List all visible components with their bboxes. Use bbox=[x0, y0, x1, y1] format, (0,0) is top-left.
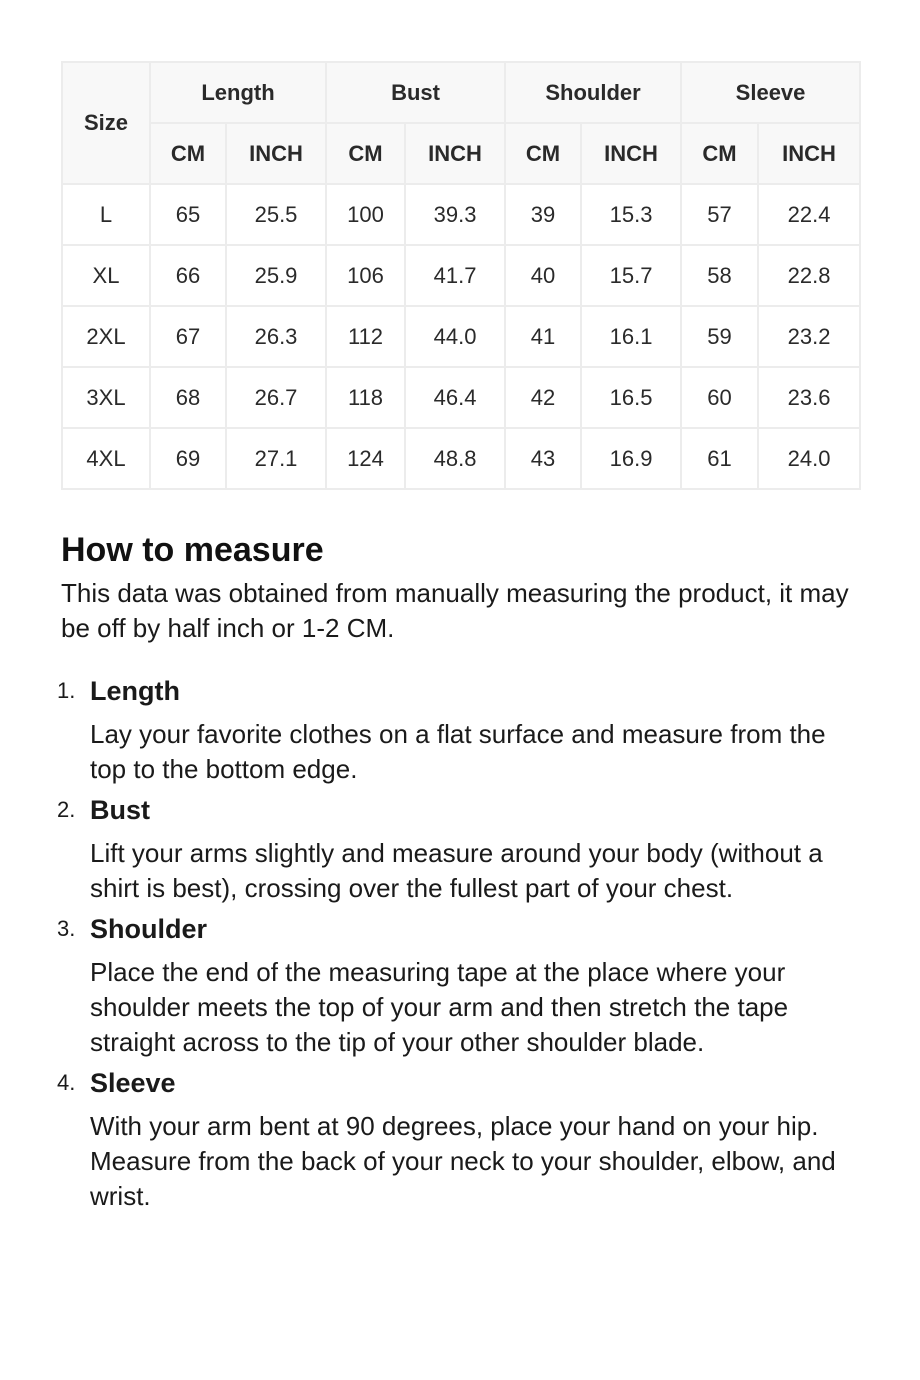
value-cell: 41.7 bbox=[404, 244, 507, 307]
unit-header: INCH bbox=[580, 122, 683, 185]
list-item: 1. Length Lay your favorite clothes on a f… bbox=[57, 672, 859, 787]
step-description: Lift your arms slightly and measure arou… bbox=[90, 838, 823, 903]
value-cell: 124 bbox=[325, 427, 407, 490]
unit-header: CM bbox=[149, 122, 227, 185]
value-cell: 65 bbox=[149, 183, 227, 246]
step-title: Length bbox=[90, 676, 180, 706]
group-header: Sleeve bbox=[680, 61, 862, 124]
value-cell: 42 bbox=[504, 366, 583, 429]
size-guide: Size Length Bust Shoulder Sleeve CM INCH CM INCH… bbox=[57, 61, 862, 1218]
value-cell: 44.0 bbox=[404, 305, 507, 368]
header-row-units: CM INCH CM INCH CM INCH CM INCH bbox=[62, 122, 862, 185]
unit-header: CM bbox=[504, 122, 583, 185]
value-cell: 68 bbox=[149, 366, 227, 429]
list-item: 4. Sleeve With your arm bent at 90 degrees… bbox=[57, 1064, 859, 1214]
value-cell: 118 bbox=[325, 366, 407, 429]
step-title: Shoulder bbox=[90, 914, 208, 944]
value-cell: 26.3 bbox=[224, 305, 328, 368]
size-cell: 3XL bbox=[61, 366, 151, 429]
value-cell: 27.1 bbox=[224, 427, 328, 490]
value-cell: 46.4 bbox=[404, 366, 507, 429]
value-cell: 69 bbox=[149, 427, 227, 490]
step-title: Bust bbox=[90, 795, 150, 825]
step-description: With your arm bent at 90 degrees, place … bbox=[90, 1111, 836, 1211]
value-cell: 59 bbox=[680, 305, 760, 368]
value-cell: 112 bbox=[325, 305, 407, 368]
step-title: Sleeve bbox=[90, 1068, 176, 1098]
value-cell: 66 bbox=[149, 244, 227, 307]
value-cell: 67 bbox=[149, 305, 227, 368]
size-chart-table: Size Length Bust Shoulder Sleeve CM INCH CM INCH… bbox=[61, 61, 862, 490]
value-cell: 48.8 bbox=[404, 427, 507, 490]
header-row-groups: Size Length Bust Shoulder Sleeve bbox=[61, 61, 862, 185]
value-cell: 24.0 bbox=[757, 427, 862, 490]
table-row: L 65 25.5 100 39.3 39 15.3 57 22.4 bbox=[61, 183, 862, 246]
group-header: Length bbox=[148, 61, 328, 124]
measure-steps-list: 1. Length Lay your favorite clothes on a f… bbox=[57, 672, 859, 1214]
value-cell: 15.7 bbox=[580, 244, 683, 307]
size-cell: XL bbox=[61, 244, 151, 307]
value-cell: 16.1 bbox=[580, 305, 683, 368]
value-cell: 58 bbox=[680, 244, 760, 307]
group-header: Shoulder bbox=[504, 61, 683, 124]
table-row: 2XL 67 26.3 112 44.0 41 16.1 59 23.2 bbox=[61, 305, 862, 368]
unit-header: INCH bbox=[224, 122, 328, 185]
table-row: 4XL 69 27.1 124 48.8 43 16.9 61 24.0 bbox=[61, 427, 862, 490]
value-cell: 15.3 bbox=[580, 183, 683, 246]
step-number: 3. bbox=[57, 916, 76, 941]
table-row: 3XL 68 26.7 118 46.4 42 16.5 60 23.6 bbox=[61, 366, 862, 429]
value-cell: 60 bbox=[680, 366, 760, 429]
value-cell: 100 bbox=[325, 183, 407, 246]
value-cell: 22.4 bbox=[757, 183, 862, 246]
value-cell: 61 bbox=[680, 427, 760, 490]
value-cell: 16.5 bbox=[580, 366, 683, 429]
value-cell: 40 bbox=[504, 244, 583, 307]
step-number: 2. bbox=[57, 797, 76, 822]
size-cell: 4XL bbox=[61, 427, 151, 490]
unit-header: CM bbox=[680, 122, 760, 185]
value-cell: 43 bbox=[504, 427, 583, 490]
value-cell: 106 bbox=[325, 244, 407, 307]
unit-header: INCH bbox=[404, 122, 507, 185]
value-cell: 23.6 bbox=[757, 366, 862, 429]
value-cell: 25.9 bbox=[224, 244, 328, 307]
size-cell: L bbox=[61, 183, 151, 246]
step-number: 4. bbox=[57, 1070, 76, 1095]
table-row: XL 66 25.9 106 41.7 40 15.7 58 22.8 bbox=[61, 244, 862, 307]
value-cell: 25.5 bbox=[224, 183, 328, 246]
value-cell: 41 bbox=[504, 305, 583, 368]
step-number: 1. bbox=[57, 678, 76, 703]
value-cell: 39 bbox=[504, 183, 583, 246]
unit-header: CM bbox=[325, 122, 407, 185]
step-description: Place the end of the measuring tape at t… bbox=[90, 957, 789, 1057]
section-heading: How to measure bbox=[61, 531, 324, 569]
intro-text: This data was obtained from manually mea… bbox=[61, 578, 849, 643]
value-cell: 39.3 bbox=[404, 183, 507, 246]
value-cell: 26.7 bbox=[224, 366, 328, 429]
value-cell: 57 bbox=[680, 183, 760, 246]
unit-header: INCH bbox=[757, 122, 862, 185]
list-item: 2. Bust Lift your arms slightly and measur… bbox=[57, 791, 859, 906]
value-cell: 22.8 bbox=[757, 244, 862, 307]
step-description: Lay your favorite clothes on a flat surf… bbox=[90, 719, 826, 784]
group-header: Bust bbox=[325, 61, 507, 124]
size-cell: 2XL bbox=[61, 305, 151, 368]
value-cell: 16.9 bbox=[580, 427, 683, 490]
value-cell: 23.2 bbox=[757, 305, 862, 368]
size-header: Size bbox=[61, 61, 151, 185]
list-item: 3. Shoulder Place the end of the measuring… bbox=[57, 910, 859, 1060]
